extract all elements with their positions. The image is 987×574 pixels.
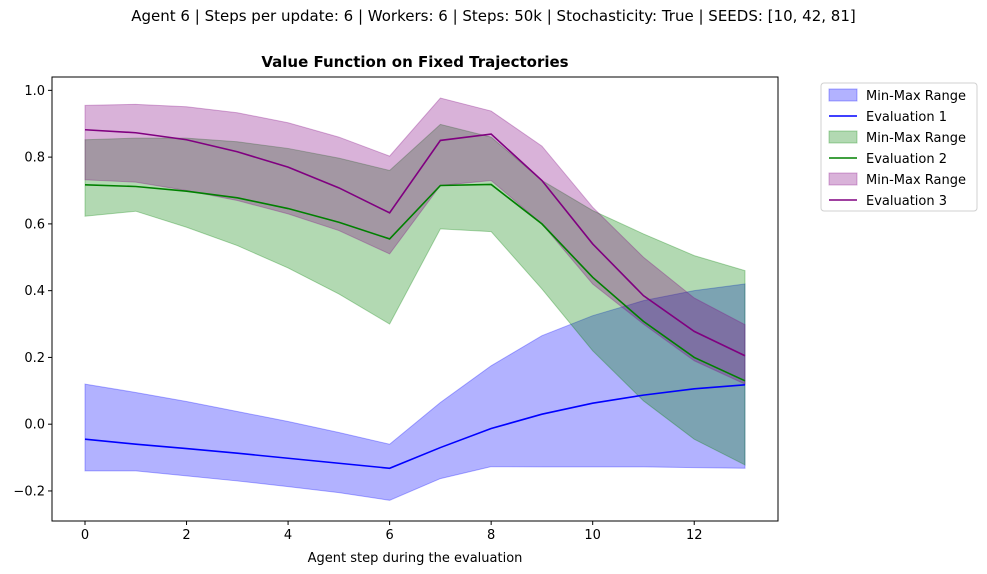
y-tick-label: 0.8 <box>24 151 45 166</box>
x-tick-label: 12 <box>686 528 703 543</box>
y-tick-label: −0.2 <box>13 484 45 499</box>
figure-suptitle: Agent 6 | Steps per update: 6 | Workers:… <box>131 7 856 25</box>
legend-band-swatch-3 <box>828 172 858 186</box>
legend-band-swatch-2 <box>828 130 858 144</box>
y-tick-label: 1.0 <box>24 84 45 99</box>
evaluation-line-1 <box>84 384 746 470</box>
plot-frame <box>51 76 779 522</box>
x-axis-label: Agent step during the evaluation <box>308 551 523 566</box>
evaluation-line-3 <box>84 128 746 357</box>
y-tick-label: 0.4 <box>24 284 45 299</box>
y-tick-label: 0.2 <box>24 351 45 366</box>
x-tick-label: 0 <box>81 528 89 543</box>
min-max-band-1 <box>84 283 746 501</box>
x-tick-label: 2 <box>182 528 190 543</box>
legend-band-label-3: Min-Max Range <box>866 173 966 188</box>
y-tick-label: 0.6 <box>24 217 45 232</box>
legend-band-label-2: Min-Max Range <box>866 131 966 146</box>
x-tick-label: 6 <box>385 528 393 543</box>
legend-line-label-2: Evaluation 2 <box>866 152 947 167</box>
evaluation-line-2 <box>84 183 746 382</box>
x-tick-label: 4 <box>284 528 292 543</box>
x-tick-label: 10 <box>584 528 601 543</box>
legend-band-swatch-1 <box>828 88 858 102</box>
min-max-band-3 <box>84 97 746 385</box>
chart-title: Value Function on Fixed Trajectories <box>261 53 568 71</box>
x-tick-label: 8 <box>487 528 495 543</box>
legend: Min-Max Range Evaluation 1 Min-Max Range Ev… <box>820 82 978 212</box>
y-tick-label: 0.0 <box>24 418 45 433</box>
legend-line-label-3: Evaluation 3 <box>866 194 947 209</box>
legend-line-label-1: Evaluation 1 <box>866 110 947 125</box>
min-max-band-2 <box>84 123 746 466</box>
legend-frame <box>820 82 978 212</box>
legend-band-label-1: Min-Max Range <box>866 89 966 104</box>
